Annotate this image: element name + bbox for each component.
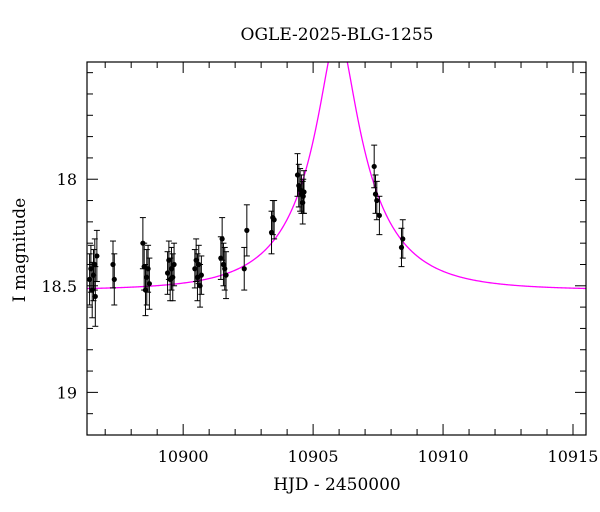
- model-curve: [87, 62, 586, 290]
- data-marker: [398, 244, 405, 251]
- data-marker: [197, 283, 203, 289]
- data-point: [171, 242, 178, 287]
- data-marker: [94, 253, 100, 259]
- x-tick-label: 10905: [288, 447, 339, 466]
- data-marker: [223, 272, 229, 278]
- data-marker: [301, 189, 307, 195]
- data-marker: [87, 276, 93, 283]
- data-point: [223, 251, 230, 300]
- data-point: [241, 246, 248, 291]
- data-marker: [170, 274, 176, 280]
- y-tick-label: 18.5: [41, 277, 77, 296]
- data-point: [371, 144, 378, 189]
- y-tick-label: 19: [57, 383, 77, 402]
- data-marker: [144, 274, 150, 280]
- data-point: [399, 219, 406, 259]
- data-marker: [374, 197, 380, 204]
- data-marker: [145, 266, 151, 272]
- y-axis-label: I magnitude: [10, 198, 30, 302]
- data-point: [271, 200, 278, 240]
- data-point: [111, 253, 118, 306]
- data-marker: [171, 261, 177, 268]
- tick-labels: 10900 10905 10910 10915 18 18.5 19: [41, 170, 598, 466]
- data-marker: [241, 266, 247, 272]
- data-marker: [164, 270, 171, 276]
- data-marker: [110, 261, 116, 268]
- data-marker: [192, 266, 198, 272]
- data-marker: [400, 236, 406, 242]
- data-marker: [92, 293, 98, 300]
- data-marker: [111, 276, 117, 283]
- data-point: [146, 257, 153, 310]
- data-point: [198, 255, 205, 295]
- data-point: [92, 266, 99, 327]
- plot-frame: [86, 61, 587, 436]
- x-tick-label: 10915: [548, 447, 599, 466]
- data-points-layer: [87, 144, 406, 327]
- data-marker: [146, 281, 152, 287]
- data-marker: [300, 200, 306, 206]
- x-tick-label: 10910: [418, 447, 469, 466]
- data-marker: [300, 193, 306, 199]
- y-tick-label: 18: [57, 170, 77, 189]
- data-marker: [271, 217, 277, 223]
- axis-ticks: [87, 62, 586, 436]
- data-point: [376, 195, 383, 236]
- data-marker: [92, 261, 98, 268]
- data-marker: [371, 163, 377, 170]
- x-axis-label: HJD - 2450000: [273, 475, 401, 495]
- data-point: [301, 170, 308, 214]
- data-marker: [198, 272, 204, 278]
- data-point: [93, 229, 100, 283]
- data-point: [398, 227, 405, 268]
- x-tick-label: 10900: [158, 447, 209, 466]
- data-marker: [376, 212, 382, 219]
- data-point: [243, 204, 250, 257]
- chart-title: OGLE-2025-BLG-1255: [241, 25, 434, 45]
- data-marker: [219, 236, 225, 242]
- model-curve-layer: [87, 62, 586, 290]
- data-point: [219, 217, 226, 261]
- data-marker: [244, 227, 250, 233]
- data-point: [373, 180, 380, 221]
- data-marker: [222, 266, 228, 272]
